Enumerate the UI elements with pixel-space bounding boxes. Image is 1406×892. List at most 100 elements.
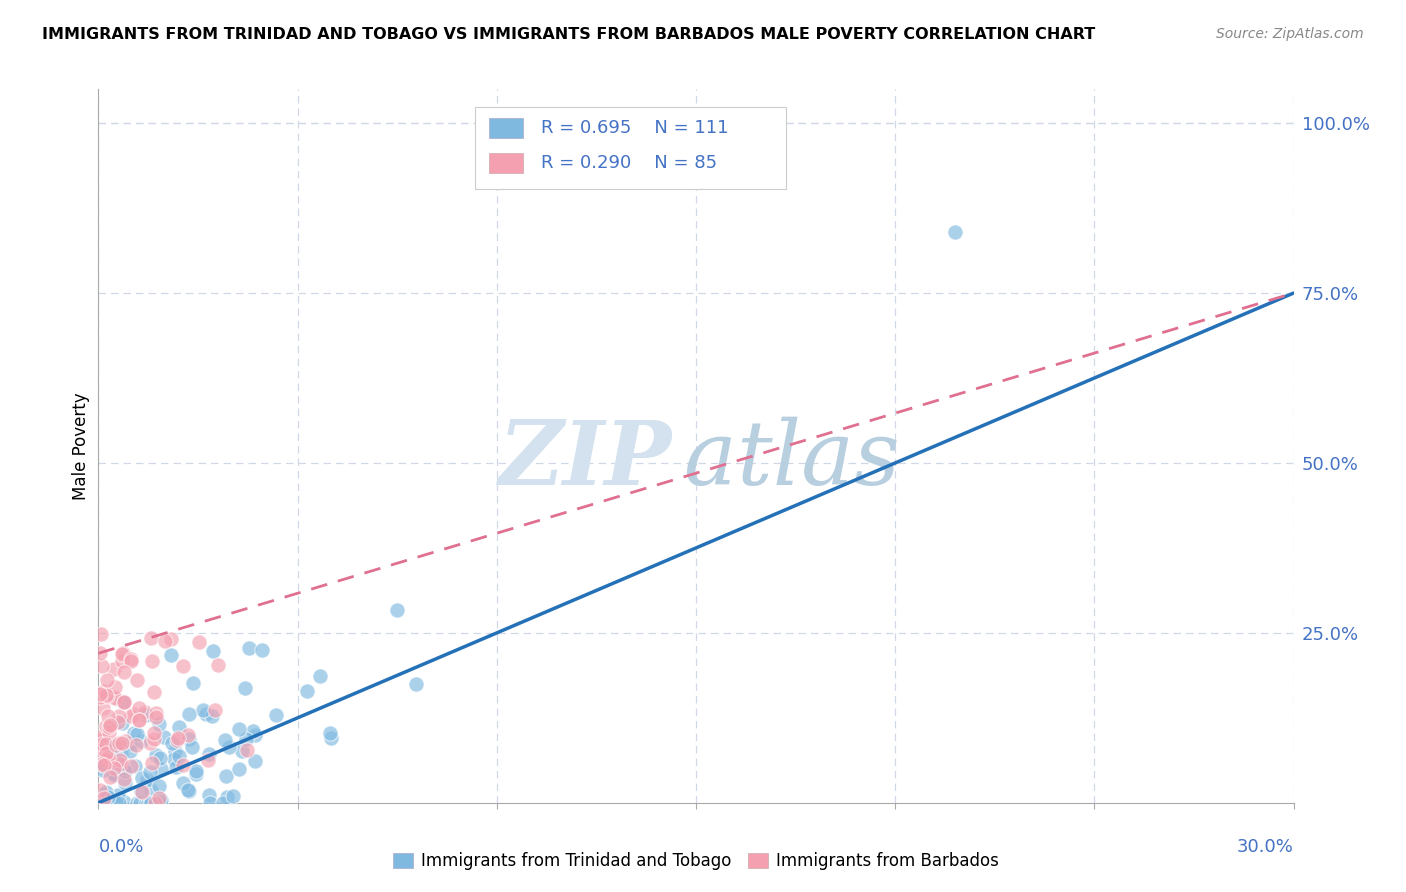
- Point: [93, 796, 115, 810]
- Point: [94, 719, 117, 733]
- Point: [110, 747, 132, 761]
- Point: [93, 790, 115, 805]
- Point: [122, 725, 145, 739]
- Point: [96, 753, 118, 767]
- Point: [197, 747, 219, 762]
- Point: [215, 789, 238, 804]
- Point: [114, 775, 136, 789]
- Point: [103, 768, 125, 782]
- Point: [118, 744, 141, 758]
- Point: [214, 733, 236, 747]
- Point: [93, 796, 115, 810]
- Text: Source: ZipAtlas.com: Source: ZipAtlas.com: [1216, 27, 1364, 41]
- Point: [111, 654, 134, 668]
- Point: [198, 796, 221, 810]
- Point: [193, 703, 215, 717]
- Point: [385, 603, 408, 617]
- Point: [231, 744, 253, 758]
- Point: [228, 762, 250, 776]
- Point: [245, 727, 267, 741]
- Point: [94, 688, 117, 702]
- Point: [112, 772, 135, 786]
- Point: [242, 724, 264, 739]
- Point: [91, 796, 114, 810]
- Point: [120, 709, 142, 723]
- Point: [179, 732, 201, 747]
- Point: [125, 738, 148, 752]
- Point: [319, 731, 342, 745]
- Point: [308, 669, 330, 683]
- Point: [167, 731, 190, 745]
- Point: [114, 764, 136, 778]
- Point: [98, 796, 121, 810]
- Legend: Immigrants from Trinidad and Tobago, Immigrants from Barbados: Immigrants from Trinidad and Tobago, Imm…: [387, 846, 1005, 877]
- Point: [89, 744, 111, 758]
- Point: [139, 631, 162, 645]
- Point: [90, 757, 112, 772]
- Point: [136, 773, 159, 788]
- Point: [93, 701, 115, 715]
- Point: [245, 755, 267, 769]
- Point: [94, 737, 117, 751]
- Point: [143, 796, 166, 810]
- Point: [93, 683, 115, 698]
- Point: [107, 788, 129, 802]
- Point: [172, 757, 194, 772]
- Point: [218, 739, 240, 754]
- Point: [135, 707, 157, 722]
- Point: [124, 758, 146, 772]
- Point: [96, 796, 118, 810]
- Point: [91, 796, 114, 810]
- Point: [89, 690, 111, 704]
- Point: [149, 793, 172, 807]
- Point: [145, 710, 167, 724]
- Point: [96, 785, 118, 799]
- Point: [89, 687, 111, 701]
- Point: [104, 680, 127, 694]
- Point: [145, 706, 167, 720]
- Point: [238, 641, 260, 656]
- Point: [93, 758, 115, 772]
- Point: [129, 783, 152, 797]
- Point: [181, 675, 204, 690]
- Point: [128, 713, 150, 727]
- FancyBboxPatch shape: [489, 153, 523, 173]
- Point: [90, 754, 112, 768]
- Point: [93, 796, 115, 810]
- Point: [90, 737, 112, 751]
- Point: [100, 796, 122, 810]
- Point: [148, 791, 170, 805]
- Point: [235, 731, 257, 746]
- Point: [104, 691, 127, 706]
- Point: [90, 658, 112, 673]
- Point: [228, 722, 250, 736]
- Point: [152, 730, 174, 744]
- Point: [145, 747, 167, 762]
- Point: [141, 654, 163, 668]
- Point: [177, 706, 200, 721]
- Point: [160, 632, 183, 646]
- Point: [91, 764, 114, 778]
- Point: [139, 796, 162, 810]
- Point: [114, 733, 136, 747]
- Point: [108, 709, 131, 723]
- Point: [180, 740, 202, 755]
- Point: [107, 796, 129, 810]
- Point: [163, 752, 186, 766]
- Point: [201, 644, 224, 658]
- Point: [198, 789, 221, 803]
- Point: [166, 732, 188, 747]
- Point: [188, 635, 211, 649]
- Point: [204, 703, 226, 717]
- Point: [112, 665, 135, 679]
- Text: IMMIGRANTS FROM TRINIDAD AND TOBAGO VS IMMIGRANTS FROM BARBADOS MALE POVERTY COR: IMMIGRANTS FROM TRINIDAD AND TOBAGO VS I…: [42, 27, 1095, 42]
- Point: [91, 796, 114, 810]
- Point: [297, 684, 319, 698]
- Point: [148, 716, 170, 731]
- Point: [111, 647, 134, 661]
- Point: [207, 658, 229, 673]
- Point: [160, 648, 183, 662]
- Point: [233, 681, 256, 695]
- Point: [197, 753, 219, 767]
- Point: [112, 760, 135, 774]
